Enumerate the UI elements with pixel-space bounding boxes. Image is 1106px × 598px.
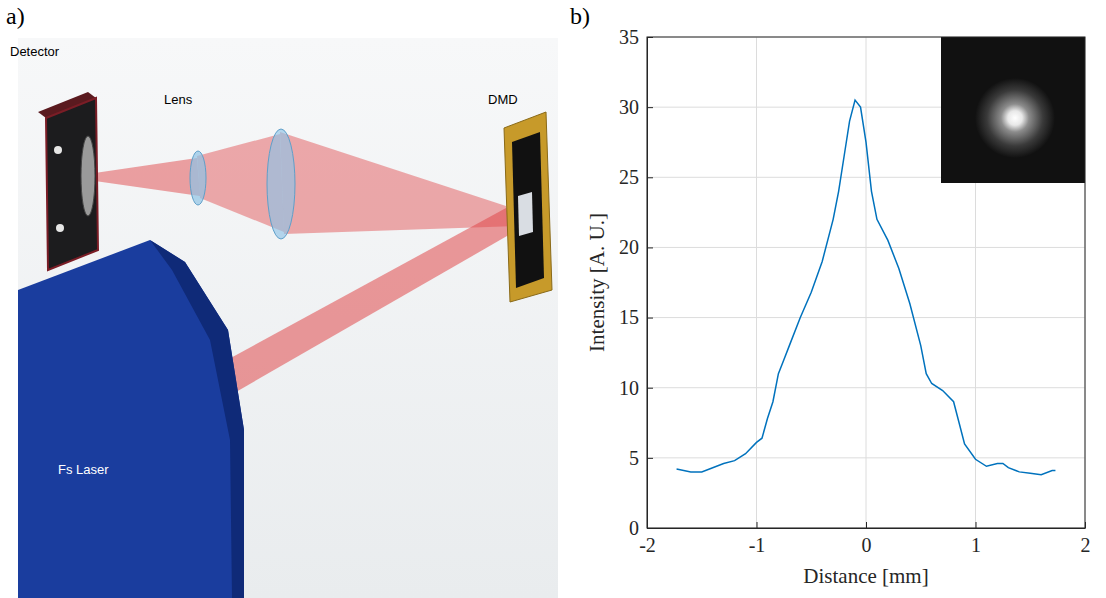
incident-beam	[205, 208, 514, 400]
grid-line-x	[756, 37, 757, 528]
x-axis: -2 -1 0 1 2	[639, 522, 1090, 556]
y-tick: 10	[619, 377, 653, 399]
y-tick: 25	[619, 166, 653, 188]
y-tick-mark	[647, 388, 653, 389]
x-tick-mark	[1085, 522, 1086, 528]
focused-beam	[88, 158, 200, 196]
dmd-label: DMD	[488, 92, 518, 107]
reflected-beam	[280, 132, 514, 234]
y-tick: 20	[619, 236, 653, 258]
y-tick-label: 0	[629, 517, 639, 539]
chart-panel: -2-101205101520253035Distance [mm]Intens…	[570, 3, 1091, 588]
y-tick-label: 25	[619, 166, 639, 188]
y-tick: 0	[629, 517, 653, 539]
inset-spot	[975, 78, 1055, 158]
y-axis-title: Intensity [A. U.]	[585, 213, 609, 352]
diagram-panel: a) Detector Lens DMD Fs Laser	[6, 3, 558, 598]
diagram-background	[18, 38, 558, 598]
y-tick-label: 10	[619, 377, 639, 399]
x-tick-label: -2	[639, 534, 656, 556]
dmd-chip	[512, 132, 544, 288]
y-tick-label: 20	[619, 236, 639, 258]
inset-image	[941, 37, 1085, 183]
grid-line-y	[647, 387, 1085, 388]
large-lens	[267, 129, 295, 239]
y-tick-mark	[647, 177, 653, 178]
y-tick-mark	[647, 318, 653, 319]
laser-side	[150, 240, 244, 598]
grid-line-y	[647, 317, 1085, 318]
detector-aperture	[81, 136, 95, 216]
small-lens	[190, 151, 206, 205]
x-tick-label: 1	[971, 534, 981, 556]
x-tick-label: 2	[1081, 534, 1091, 556]
x-axis-line	[648, 528, 1086, 529]
plot-frame	[647, 37, 1085, 528]
detector-label: Detector	[10, 44, 60, 59]
x-tick-mark	[757, 522, 758, 528]
panel-label: b)	[570, 3, 590, 29]
y-tick: 30	[619, 96, 653, 118]
laser-body	[18, 240, 244, 598]
plot-background	[647, 37, 1085, 528]
x-tick-mark	[976, 522, 977, 528]
figure: a)DetectorLensDMDFs Laser-2-101205101520…	[0, 0, 1106, 598]
grid	[647, 37, 1085, 528]
y-tick-mark	[647, 107, 653, 108]
detector-hole	[56, 224, 64, 232]
x-tick: 0	[862, 522, 872, 556]
y-tick-mark	[647, 247, 653, 248]
panel-label: a)	[6, 3, 25, 29]
x-tick: 2	[1081, 522, 1091, 556]
y-tick-mark	[647, 528, 653, 529]
y-tick: 5	[629, 447, 653, 469]
grid-line-y	[647, 457, 1085, 458]
detector-body	[46, 98, 98, 270]
x-tick-label: 0	[862, 534, 872, 556]
x-axis-title: Distance [mm]	[803, 564, 928, 588]
y-tick: 35	[619, 26, 653, 48]
detector-hole	[54, 146, 62, 154]
y-tick-label: 15	[619, 306, 639, 328]
y-axis: 0 5 10 15 20 25 30 35	[619, 26, 653, 539]
dmd-mirrors	[518, 192, 533, 236]
x-tick: 1	[971, 522, 981, 556]
laser-label: Fs Laser	[58, 462, 109, 477]
y-tick-label: 30	[619, 96, 639, 118]
x-tick: -1	[749, 522, 766, 556]
x-tick-label: -1	[749, 534, 766, 556]
y-axis-line	[647, 38, 648, 529]
y-tick: 15	[619, 306, 653, 328]
grid-line-y	[647, 247, 1085, 248]
y-tick-mark	[647, 37, 653, 38]
lens-label: Lens	[164, 92, 193, 107]
y-tick-mark	[647, 458, 653, 459]
x-tick-mark	[866, 522, 867, 528]
y-tick-label: 35	[619, 26, 639, 48]
dmd-frame	[504, 112, 552, 302]
y-tick-label: 5	[629, 447, 639, 469]
grid-line-x	[866, 37, 867, 528]
